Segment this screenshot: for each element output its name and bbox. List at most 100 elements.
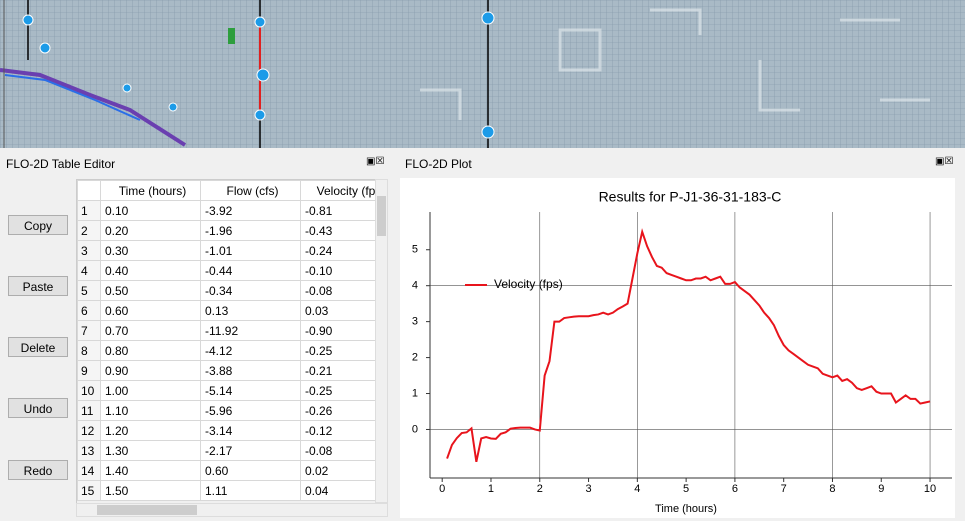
table-cell[interactable]: 0.20 (100, 220, 201, 241)
row-number[interactable]: 10 (77, 380, 101, 401)
table-cell[interactable]: -0.10 (300, 260, 376, 281)
x-tick-label: 4 (634, 483, 640, 495)
x-tick-label: 1 (488, 483, 494, 495)
table-cell[interactable]: 0.10 (100, 200, 201, 221)
table-cell[interactable]: -5.14 (200, 380, 301, 401)
table-cell[interactable]: 1.40 (100, 460, 201, 481)
table-cell[interactable]: -0.26 (300, 400, 376, 421)
table-cell[interactable]: -0.81 (300, 200, 376, 221)
table-cell[interactable]: -0.08 (300, 280, 376, 301)
table-cell[interactable]: -0.24 (300, 240, 376, 261)
table-cell[interactable]: -0.08 (300, 440, 376, 461)
table-row: 7 0.70 -11.92 -0.90 (77, 320, 376, 341)
row-number[interactable]: 12 (77, 420, 101, 441)
row-number[interactable]: 9 (77, 360, 101, 381)
row-number[interactable]: 15 (77, 480, 101, 501)
table-cell[interactable]: -1.01 (200, 240, 301, 261)
table-cell[interactable]: -0.34 (200, 280, 301, 301)
table-row: 14 1.40 0.60 0.02 (77, 460, 376, 481)
table-cell[interactable]: -3.14 (200, 420, 301, 441)
panel-controls[interactable]: ▣☒ (366, 156, 385, 167)
table-cell[interactable]: 0.30 (100, 240, 201, 261)
table-cell[interactable]: 1.50 (100, 480, 201, 501)
x-tick-label: 6 (732, 483, 738, 495)
table-cell[interactable]: 0.04 (300, 480, 376, 501)
table-cell[interactable]: -3.92 (200, 200, 301, 221)
panel-title: FLO-2D Table Editor (6, 157, 116, 171)
table-cell[interactable]: -0.43 (300, 220, 376, 241)
row-number[interactable]: 2 (77, 220, 101, 241)
y-tick-label: 5 (412, 244, 418, 256)
table-row: 9 0.90 -3.88 -0.21 (77, 360, 376, 381)
row-number[interactable]: 4 (77, 260, 101, 281)
row-number[interactable]: 6 (77, 300, 101, 321)
x-axis-label: Time (hours) (655, 503, 717, 515)
data-table: Time (hours)Flow (cfs)Velocity (fps) 10.… (77, 180, 376, 501)
table-cell[interactable]: -2.17 (200, 440, 301, 461)
row-number[interactable]: 3 (77, 240, 101, 261)
corner-cell (77, 180, 101, 201)
table-cell[interactable]: 0.90 (100, 360, 201, 381)
table-cell[interactable]: 0.13 (200, 300, 301, 321)
button[interactable]: Undo (8, 398, 68, 418)
row-number[interactable]: 1 (77, 200, 101, 221)
table-cell[interactable]: 0.02 (300, 460, 376, 481)
table-cell[interactable]: 0.70 (100, 320, 201, 341)
x-tick-label: 2 (537, 483, 543, 495)
table-cell[interactable]: 0.40 (100, 260, 201, 281)
plot-chart: Results for P-J1-36-31-183-C Time (hours… (400, 178, 955, 518)
table-cell[interactable]: -0.21 (300, 360, 376, 381)
table-cell[interactable]: -3.88 (200, 360, 301, 381)
row-number[interactable]: 5 (77, 280, 101, 301)
table-cell[interactable]: 0.80 (100, 340, 201, 361)
row-number[interactable]: 7 (77, 320, 101, 341)
row-number[interactable]: 11 (77, 400, 101, 421)
table-cell[interactable]: -0.12 (300, 420, 376, 441)
button[interactable]: Delete (8, 337, 68, 357)
legend-label: Velocity (fps) (494, 277, 563, 291)
table-cell[interactable]: 1.20 (100, 420, 201, 441)
row-number[interactable]: 13 (77, 440, 101, 461)
vertical-scrollbar[interactable] (375, 179, 388, 503)
column-header[interactable]: Flow (cfs) (200, 180, 301, 201)
chart-title: Results for P-J1-36-31-183-C (599, 189, 782, 205)
table-cell[interactable]: -0.25 (300, 380, 376, 401)
table-cell[interactable]: 1.10 (100, 400, 201, 421)
button[interactable]: Copy (8, 215, 68, 235)
table-cell[interactable]: 0.03 (300, 300, 376, 321)
panel-title: FLO-2D Plot (405, 157, 472, 171)
table-row: 4 0.40 -0.44 -0.10 (77, 260, 376, 281)
table-cell[interactable]: -0.44 (200, 260, 301, 281)
table-row: 11 1.10 -5.96 -0.26 (77, 400, 376, 421)
table-cell[interactable]: -0.25 (300, 340, 376, 361)
y-tick-label: 2 (412, 351, 418, 363)
table-cell[interactable]: -0.90 (300, 320, 376, 341)
table-cell[interactable]: 1.30 (100, 440, 201, 461)
button[interactable]: Redo (8, 460, 68, 480)
button[interactable]: Paste (8, 276, 68, 296)
x-tick-label: 7 (781, 483, 787, 495)
table-cell[interactable]: 0.50 (100, 280, 201, 301)
table-row: 8 0.80 -4.12 -0.25 (77, 340, 376, 361)
map-view[interactable] (0, 0, 965, 148)
panel-controls[interactable]: ▣☒ (935, 156, 954, 167)
series-line (446, 228, 931, 463)
row-number[interactable]: 8 (77, 340, 101, 361)
table-cell[interactable]: 0.60 (100, 300, 201, 321)
row-number[interactable]: 14 (77, 460, 101, 481)
table-cell[interactable]: -11.92 (200, 320, 301, 341)
column-header[interactable]: Time (hours) (100, 180, 201, 201)
table-cell[interactable]: 1.11 (200, 480, 301, 501)
table-row: 1 0.10 -3.92 -0.81 (77, 200, 376, 221)
table-cell[interactable]: 0.60 (200, 460, 301, 481)
y-tick-label: 0 (412, 423, 418, 435)
table-row: 6 0.60 0.13 0.03 (77, 300, 376, 321)
column-header[interactable]: Velocity (fps) (300, 180, 376, 201)
table-cell[interactable]: 1.00 (100, 380, 201, 401)
table-cell[interactable]: -5.96 (200, 400, 301, 421)
table-frame: Time (hours)Flow (cfs)Velocity (fps) 10.… (76, 179, 377, 505)
horizontal-scrollbar[interactable] (76, 503, 388, 517)
table-cell[interactable]: -4.12 (200, 340, 301, 361)
table-row: 2 0.20 -1.96 -0.43 (77, 220, 376, 241)
table-cell[interactable]: -1.96 (200, 220, 301, 241)
